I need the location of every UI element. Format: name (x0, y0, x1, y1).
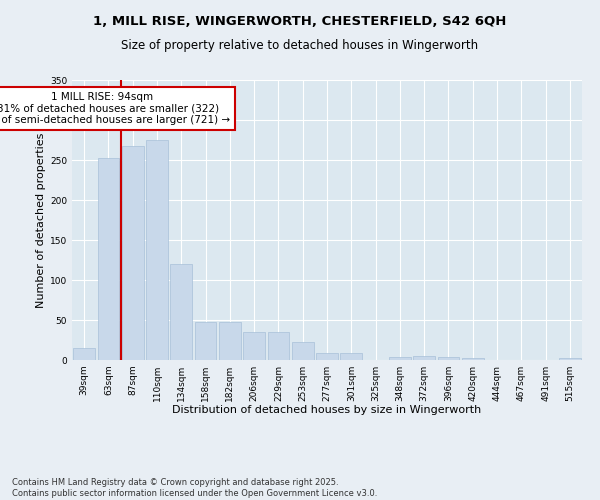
Bar (170, 264, 192, 360)
Bar (73, 348, 95, 360)
Text: 1 MILL RISE: 94sqm
← 31% of detached houses are smaller (322)
69% of semi-detach: 1 MILL RISE: 94sqm ← 31% of detached hou… (0, 92, 230, 125)
Bar (97, 158, 119, 360)
Bar (437, 357, 460, 360)
Bar (194, 322, 217, 360)
Text: 1, MILL RISE, WINGERWORTH, CHESTERFIELD, S42 6QH: 1, MILL RISE, WINGERWORTH, CHESTERFIELD,… (94, 15, 506, 28)
Bar (316, 353, 338, 360)
Text: Contains HM Land Registry data © Crown copyright and database right 2025.
Contai: Contains HM Land Registry data © Crown c… (12, 478, 377, 498)
Bar (146, 140, 168, 360)
Bar (413, 356, 435, 360)
Bar (292, 342, 314, 360)
Y-axis label: Number of detached properties: Number of detached properties (36, 132, 46, 308)
Bar (559, 358, 581, 360)
Bar (389, 357, 411, 360)
Bar (462, 358, 484, 360)
Bar (340, 353, 362, 360)
Text: Size of property relative to detached houses in Wingerworth: Size of property relative to detached ho… (121, 39, 479, 52)
Bar (219, 322, 241, 360)
X-axis label: Distribution of detached houses by size in Wingerworth: Distribution of detached houses by size … (172, 406, 482, 415)
Bar (268, 332, 289, 360)
Bar (122, 146, 143, 360)
Bar (243, 332, 265, 360)
